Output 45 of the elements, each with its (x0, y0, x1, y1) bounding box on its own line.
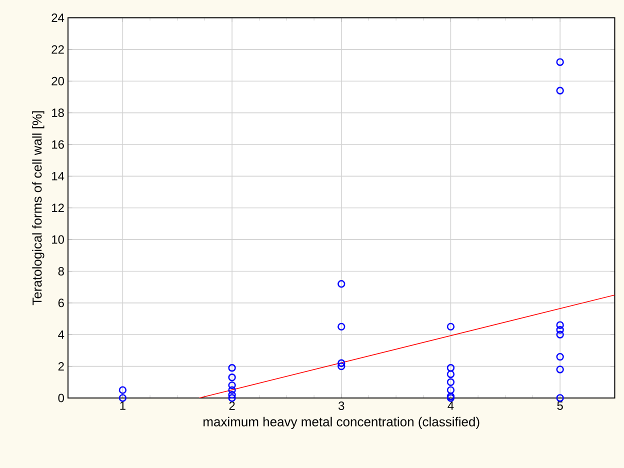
x-axis-title: maximum heavy metal concentration (classified) (204, 416, 480, 429)
point (556, 58, 564, 66)
point (556, 394, 564, 402)
point (118, 394, 127, 402)
y-tick-label: 6 (58, 298, 64, 308)
y-tick-label: 14 (52, 172, 64, 180)
y-tick-label: 12 (52, 204, 64, 212)
y-tick-label: 4 (58, 330, 64, 339)
point (446, 386, 455, 394)
y-tick-label: 8 (58, 266, 64, 276)
y-tick-label: 16 (52, 140, 64, 149)
point (338, 359, 346, 367)
y-tick-label: 20 (52, 76, 64, 86)
point (228, 386, 236, 394)
point (446, 378, 455, 386)
point (556, 352, 564, 361)
point (338, 362, 346, 370)
point (338, 322, 346, 331)
point (446, 370, 455, 378)
point (556, 86, 564, 94)
x-tick-label: 1 (120, 402, 126, 410)
y-tick-label: 2 (58, 362, 64, 370)
point (556, 321, 564, 329)
x-tick-label: 5 (557, 402, 563, 410)
point (118, 386, 127, 394)
point (228, 381, 236, 390)
point (228, 374, 236, 382)
point (228, 390, 236, 399)
point (446, 364, 455, 372)
y-tick-label: 10 (52, 235, 64, 244)
y-tick-label: 22 (52, 45, 64, 54)
x-tick-label: 3 (338, 402, 344, 410)
point (338, 280, 346, 288)
point (556, 330, 564, 338)
x-tick-label: 4 (448, 402, 454, 410)
point (446, 322, 455, 331)
point (556, 366, 564, 374)
point (556, 326, 564, 334)
y-tick-label: 0 (58, 394, 64, 402)
y-axis-title: Teratological forms of cell wall [%] (32, 111, 44, 306)
point (228, 364, 236, 372)
y-tick-label: 18 (52, 108, 64, 118)
x-tick-label: 2 (229, 402, 235, 410)
y-tick-label: 24 (52, 14, 64, 22)
point (228, 394, 236, 402)
